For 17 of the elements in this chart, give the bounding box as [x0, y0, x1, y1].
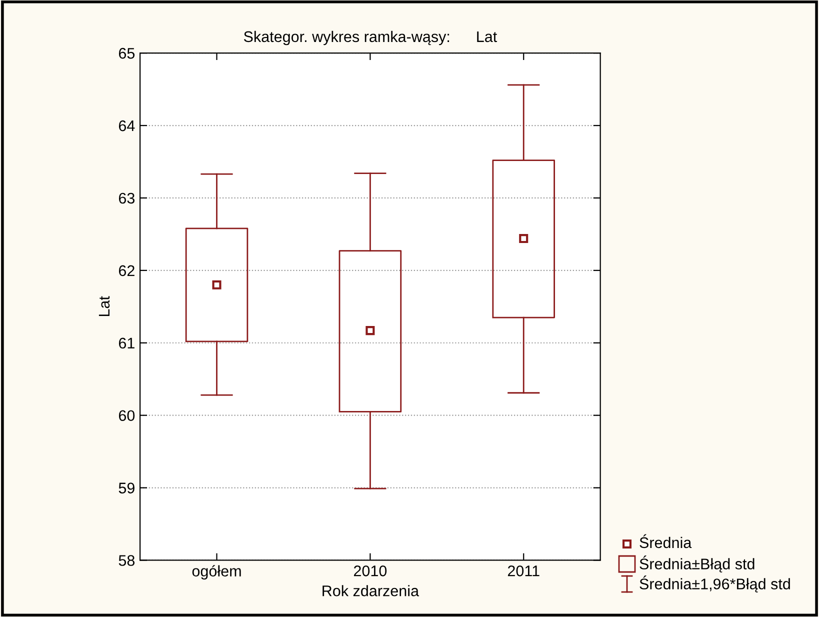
y-tick-label: 62 [118, 265, 134, 276]
y-axis-title: Lat [98, 296, 110, 316]
y-tick-label: 63 [118, 192, 135, 204]
y-tick-label: 65 [118, 48, 135, 59]
x-axis-title: Rok zdarzenia [322, 585, 420, 596]
text: Średnia±Błąd std [640, 556, 754, 572]
y-tick-label: 64 [118, 120, 135, 132]
x-tick-label: ogółem [192, 565, 241, 580]
text: Średnia [640, 534, 692, 548]
text: Średnia±1,96*Błąd std [640, 576, 790, 592]
y-tick-label: 58 [118, 555, 135, 566]
x-tick-label: 2011 [508, 566, 540, 576]
y-tick-label: 60 [118, 410, 135, 422]
y-tick-label: 61 [118, 338, 134, 349]
x-tick-label: 2010 [354, 566, 387, 576]
chart-title: Skategor. wykres ramka-wąsy: Lat [244, 30, 498, 46]
y-tick-label: 59 [118, 482, 134, 494]
